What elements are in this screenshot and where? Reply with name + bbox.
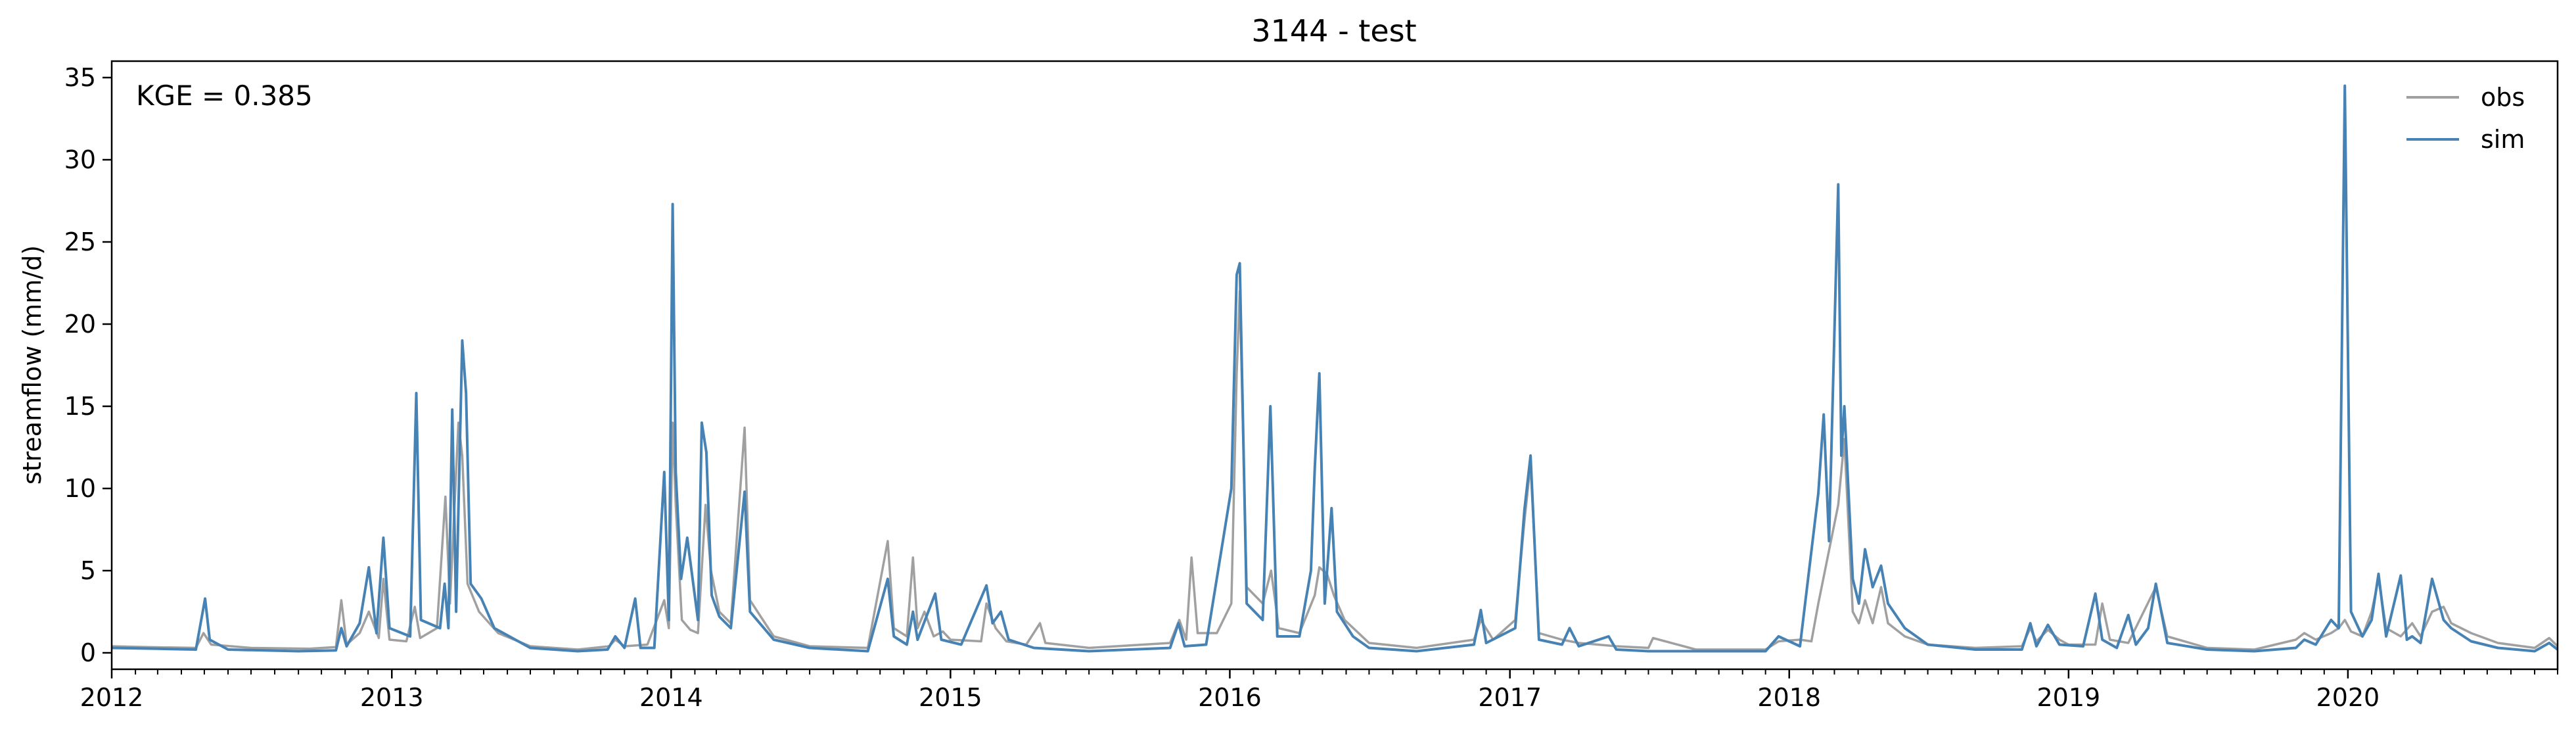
x-tick-label: 2018 [1757,683,1821,712]
y-axis: 0 5 10 15 20 25 30 35 [64,63,112,667]
kge-annotation: KGE = 0.385 [136,80,313,112]
plot-frame [110,60,2559,671]
x-tick-label: 2019 [2036,683,2100,712]
series-line-sim [112,84,2558,653]
y-tick-label: 25 [64,227,96,256]
y-tick-label: 5 [80,556,96,585]
y-tick-label: 20 [64,310,96,339]
x-tick-label: 2020 [2316,683,2380,712]
x-axis: 2012 2013 2014 2015 2016 2017 2018 2019 2020 [80,669,2558,712]
y-tick-label: 30 [64,145,96,174]
x-tick-label: 2015 [919,683,982,712]
x-tick-label: 2012 [80,683,144,712]
x-tick-label: 2017 [1478,683,1542,712]
legend: obs sim [2406,83,2525,154]
series-layer [112,84,2558,653]
x-tick-label: 2013 [360,683,424,712]
legend-label-obs: obs [2481,83,2525,112]
chart-title: 3144 - test [1251,13,1416,49]
x-tick-label: 2016 [1198,683,1262,712]
plot-area [110,60,2559,671]
x-tick-label: 2014 [639,683,703,712]
y-tick-label: 35 [64,63,96,92]
y-axis-label: streamflow (mm/d) [18,245,47,485]
y-tick-label: 15 [64,392,96,421]
legend-label-sim: sim [2481,125,2525,154]
y-tick-label: 0 [80,638,96,667]
y-tick-label: 10 [64,474,96,503]
